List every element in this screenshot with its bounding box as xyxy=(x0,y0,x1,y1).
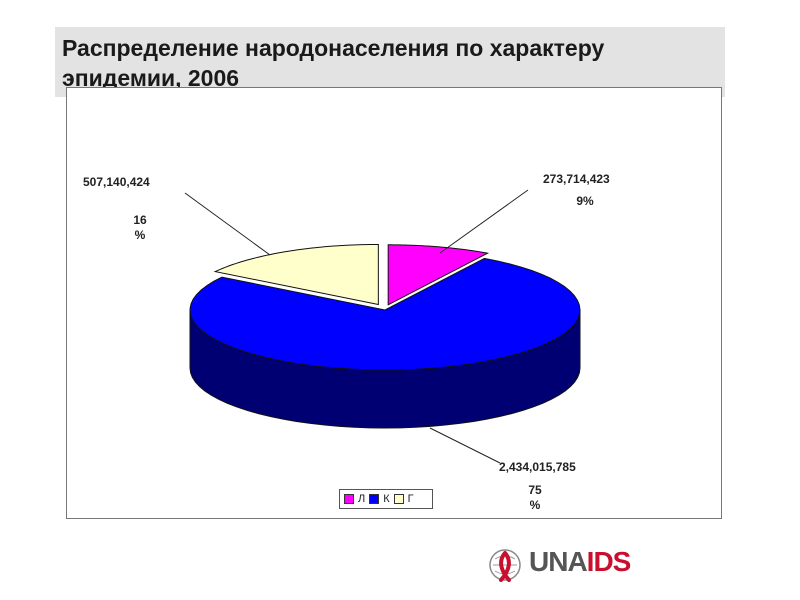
value-label-l: 273,714,423 xyxy=(543,172,610,186)
legend-swatch-g xyxy=(393,494,404,504)
leader-line-g xyxy=(184,192,271,256)
pie-slice-k xyxy=(189,257,581,371)
legend-swatch-k xyxy=(369,494,380,504)
red-ribbon-un-emblem-icon xyxy=(489,549,521,582)
title-band xyxy=(55,27,725,97)
page-title: Распределение народонаселения по характе… xyxy=(62,35,605,91)
percent-label-k: 75% xyxy=(528,483,542,512)
pie-slice-g xyxy=(213,243,379,306)
unaids-wordmark: UNAIDS xyxy=(529,546,631,577)
chart-legend: Л К Г xyxy=(339,489,433,509)
percent-label-l: 9% xyxy=(576,194,594,208)
legend-label-l: Л xyxy=(358,493,366,505)
legend-swatch-l xyxy=(344,494,354,504)
legend-label-k: К xyxy=(383,493,390,505)
pie-slice-l xyxy=(387,244,490,306)
unaids-logo: UNAIDS xyxy=(485,545,725,585)
leader-line-k xyxy=(429,427,501,464)
value-label-g: 507,140,424 xyxy=(83,175,150,189)
leader-line-l xyxy=(439,189,529,254)
legend-label-g: Г xyxy=(407,493,414,505)
value-label-k: 2,434,015,785 xyxy=(499,460,576,474)
percent-label-g: 16% xyxy=(133,213,147,242)
chart-frame xyxy=(66,87,722,519)
